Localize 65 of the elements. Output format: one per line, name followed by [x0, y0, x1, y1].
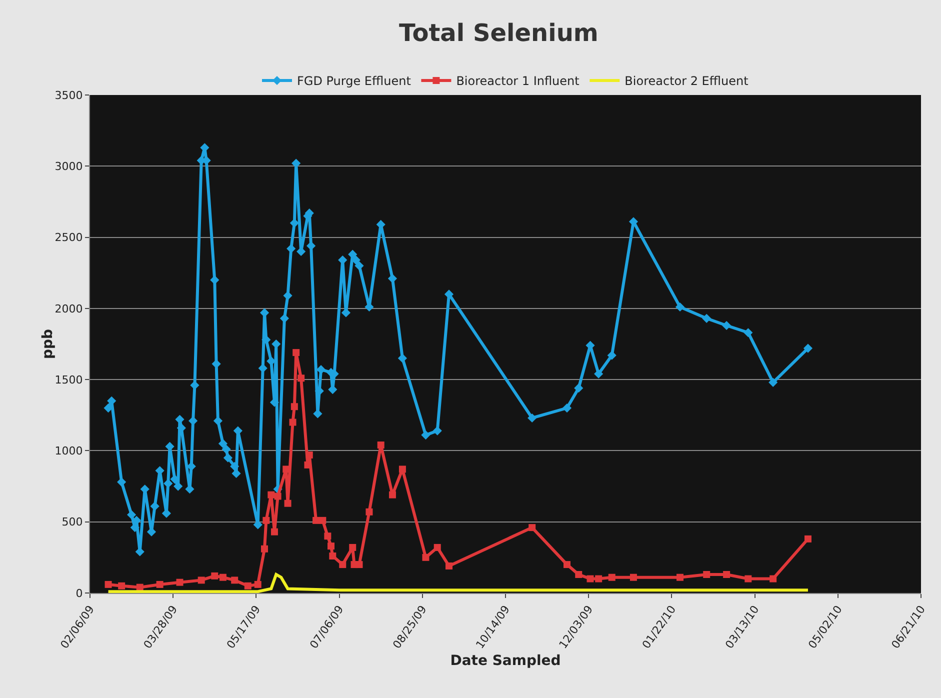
- point: [219, 574, 226, 581]
- point: [422, 554, 430, 561]
- point: [289, 418, 296, 426]
- y-tick-label: 2000: [54, 302, 83, 316]
- point: [262, 516, 270, 524]
- chart-title: Total Selenium: [399, 19, 598, 48]
- point: [298, 374, 305, 382]
- y-tick-label: 0: [76, 586, 83, 600]
- point: [118, 582, 126, 590]
- point: [676, 574, 684, 581]
- point: [528, 524, 536, 532]
- point: [723, 571, 730, 578]
- point: [244, 582, 252, 590]
- y-tick-label: 1500: [54, 373, 83, 386]
- point: [804, 535, 812, 542]
- point: [254, 580, 262, 588]
- point: [434, 544, 441, 551]
- y-tick-label: 3500: [54, 88, 83, 102]
- point: [377, 442, 384, 449]
- legend-label: Bioreactor 2 Effluent: [624, 74, 749, 88]
- point: [630, 574, 637, 581]
- y-tick-label: 2500: [54, 231, 83, 244]
- point: [586, 575, 594, 582]
- point: [284, 500, 292, 507]
- point: [349, 544, 356, 551]
- point: [744, 575, 752, 582]
- point: [327, 542, 334, 550]
- y-axis-title: ppb: [40, 328, 56, 360]
- point: [366, 508, 373, 516]
- line-series: [106, 573, 810, 593]
- point: [261, 545, 268, 552]
- point: [290, 403, 298, 410]
- point: [176, 578, 184, 586]
- point: [270, 528, 278, 536]
- point: [388, 491, 396, 498]
- y-tick-label: 500: [62, 516, 83, 529]
- point: [282, 466, 290, 473]
- point: [575, 571, 582, 578]
- point: [595, 575, 602, 582]
- point: [312, 516, 320, 524]
- point: [324, 532, 332, 540]
- point: [608, 574, 616, 581]
- point: [306, 451, 313, 458]
- point: [356, 561, 363, 568]
- point: [339, 561, 346, 568]
- point: [445, 562, 452, 570]
- point: [274, 492, 282, 500]
- point: [268, 491, 275, 498]
- legend-label: FGD Purge Effluent: [297, 74, 412, 88]
- point: [156, 580, 164, 588]
- point: [329, 552, 336, 560]
- point: [292, 349, 300, 356]
- point: [211, 572, 218, 580]
- point: [770, 575, 777, 582]
- y-tick-label: 1000: [54, 444, 83, 458]
- legend-label: Bioreactor 1 Influent: [456, 74, 580, 88]
- point: [198, 576, 205, 584]
- y-tick-label: 3000: [54, 160, 83, 173]
- point: [703, 571, 710, 578]
- point: [563, 561, 570, 568]
- point: [398, 466, 406, 473]
- point: [231, 576, 238, 584]
- x-axis-title: Date Sampled: [450, 653, 561, 670]
- point: [104, 580, 112, 588]
- point: [319, 516, 326, 524]
